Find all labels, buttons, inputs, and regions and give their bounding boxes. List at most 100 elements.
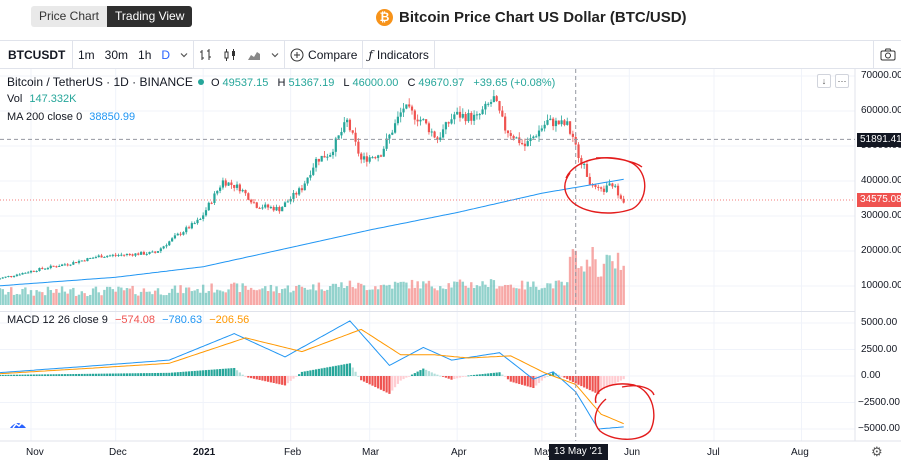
macd-histogram-bar	[357, 376, 360, 377]
macd-histogram-bar	[444, 376, 447, 378]
macd-histogram-bar	[204, 370, 208, 376]
macd-histogram-bar	[72, 374, 75, 376]
area-chart-type-icon[interactable]	[242, 41, 266, 68]
candle-body	[605, 185, 608, 192]
macd-histogram-bar	[337, 365, 340, 376]
chart-canvas[interactable]	[0, 69, 901, 464]
volume-bar	[323, 290, 326, 305]
camera-icon[interactable]	[873, 41, 901, 68]
volume-bar	[509, 284, 512, 305]
candle-body	[523, 143, 527, 147]
macd-axis-label: 5000.00	[861, 317, 898, 328]
symbol-search[interactable]: BTCUSDT	[8, 47, 66, 62]
interval-1h[interactable]: 1h	[138, 47, 152, 62]
macd-histogram-bar	[108, 373, 112, 376]
candle-body	[430, 131, 433, 133]
time-axis-label: May	[534, 447, 553, 458]
candle-body	[461, 113, 464, 118]
volume-bar	[543, 287, 546, 305]
candle-body	[286, 201, 289, 203]
macd-histogram-bar	[286, 376, 289, 384]
macd-histogram-bar	[312, 369, 315, 376]
macd-axis-label: 0.00	[861, 370, 881, 381]
tab-price-chart[interactable]: Price Chart	[31, 6, 108, 27]
tab-trading-view[interactable]: Trading View	[107, 6, 193, 27]
volume-bar	[213, 292, 216, 305]
volume-bar	[46, 286, 50, 305]
chevron-down-icon[interactable]	[175, 41, 193, 68]
volume-bar	[582, 271, 586, 305]
compare-button[interactable]: Compare	[285, 41, 362, 68]
candle-body	[281, 206, 284, 212]
chart-area[interactable]: Bitcoin / TetherUS · 1D · BINANCE O 49537…	[0, 69, 901, 464]
chevron-down-icon[interactable]	[266, 41, 284, 68]
macd-histogram-bar	[362, 376, 366, 382]
candle-body	[583, 164, 586, 166]
interval-1m[interactable]: 1m	[78, 47, 95, 62]
indicators-button[interactable]: ƒ Indicators	[363, 41, 433, 68]
candle-body	[427, 123, 431, 133]
more-options-icon[interactable]: ⋯	[835, 74, 849, 88]
macd-axis-label: 2500.00	[861, 344, 898, 355]
volume-bar	[447, 283, 450, 305]
candle-body	[345, 119, 349, 123]
macd-histogram-bar	[210, 369, 213, 376]
settings-gear-icon[interactable]: ⚙	[871, 444, 883, 459]
candle-body	[0, 278, 2, 280]
volume-bar	[371, 289, 374, 305]
volume-bar	[29, 290, 33, 305]
candle-body	[475, 114, 479, 116]
interval-30m[interactable]: 30m	[104, 47, 129, 62]
candle-body	[241, 190, 244, 192]
arrow-down-icon[interactable]: ↓	[817, 74, 831, 88]
volume-bar	[235, 283, 239, 305]
macd-axis-label: −2500.00	[858, 397, 900, 408]
macd-histogram-bar	[269, 376, 272, 383]
candle-body	[261, 207, 264, 209]
macd-histogram-bar	[55, 374, 58, 376]
macd-histogram-bar	[323, 367, 326, 376]
volume-bar	[168, 292, 171, 305]
macd-histogram-bar	[151, 373, 154, 376]
macd-line	[0, 320, 624, 430]
candle-body	[309, 174, 312, 178]
volume-bar	[303, 287, 306, 305]
candles-chart-type-icon[interactable]	[218, 41, 242, 68]
volume-bar	[436, 290, 439, 305]
bar-chart-type-icon[interactable]	[194, 41, 218, 68]
volume-bar	[269, 284, 273, 305]
macd-histogram-bar	[86, 373, 89, 376]
macd-histogram-bar	[379, 376, 383, 390]
candle-body	[66, 264, 69, 266]
candle-body	[467, 112, 470, 122]
volume-bar	[89, 294, 92, 305]
macd-histogram-bar	[298, 374, 301, 376]
toolbar-divider	[284, 41, 286, 68]
interval-d[interactable]: D	[161, 47, 171, 62]
chart-toolbar: BTCUSDT 1m 30m 1h D Compare ƒ Indicators	[0, 40, 901, 69]
macd-histogram-bar	[250, 376, 253, 379]
volume-bar	[376, 289, 380, 305]
volume-bar	[588, 266, 592, 305]
macd-histogram-bar	[218, 369, 222, 376]
volume-bar	[520, 280, 524, 305]
volume-bar	[427, 280, 431, 305]
volume-bar	[616, 252, 620, 305]
volume-bar	[557, 280, 560, 305]
candle-body	[357, 141, 360, 154]
volume-bar	[413, 287, 417, 305]
macd-histogram-bar	[18, 374, 21, 376]
volume-bar	[467, 287, 470, 305]
candle-body	[227, 182, 230, 186]
volume-bar	[484, 284, 487, 305]
volume-bar	[261, 288, 264, 305]
volume-bar	[125, 288, 129, 305]
volume-bar	[472, 287, 476, 305]
macd-histogram-bar	[408, 376, 411, 377]
tradingview-logo-icon[interactable]	[9, 417, 27, 431]
volume-bar	[433, 288, 436, 305]
macd-histogram-bar	[585, 376, 589, 389]
macd-histogram-bar	[351, 367, 354, 376]
volume-bar	[297, 284, 301, 305]
candle-body	[168, 241, 171, 246]
